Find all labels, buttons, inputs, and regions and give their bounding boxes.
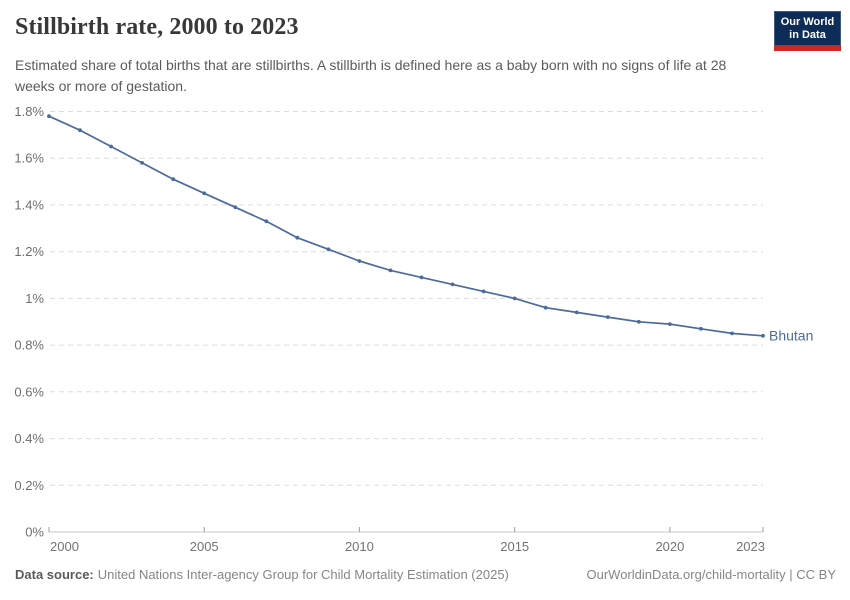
footer-credit: OurWorldinData.org/child-mortality | CC … — [586, 567, 836, 582]
data-point — [109, 144, 113, 149]
data-point — [202, 191, 207, 196]
series-line — [48, 115, 764, 337]
data-point — [264, 219, 269, 224]
data-point — [47, 114, 51, 119]
y-axis-tick-label: 0.8% — [14, 338, 44, 353]
data-point — [295, 235, 300, 240]
data-source-note: Data source: United Nations Inter-agency … — [15, 567, 509, 582]
y-axis-tick-label: 1.4% — [14, 197, 44, 212]
data-point — [140, 161, 145, 165]
data-point — [233, 205, 238, 210]
data-point — [668, 322, 672, 326]
y-axis-tick-label: 1.2% — [14, 244, 44, 259]
owid-url-link[interactable]: OurWorldinData.org/child-mortality — [586, 567, 786, 582]
license-text: | CC BY — [785, 567, 836, 582]
data-point — [512, 296, 517, 301]
data-source-text: United Nations Inter-agency Group for Ch… — [97, 567, 509, 582]
data-point — [543, 305, 548, 310]
owid-logo-line1: Our World — [780, 15, 835, 28]
data-point — [171, 177, 176, 182]
data-point — [730, 331, 734, 336]
owid-logo-red-strip — [774, 46, 841, 51]
y-axis-tick-label: 1% — [25, 291, 44, 306]
data-point — [605, 315, 610, 319]
y-axis-tick-label: 0% — [25, 525, 44, 540]
y-axis-tick-label: 1.6% — [14, 151, 44, 166]
x-axis-tick-label: 2010 — [345, 539, 374, 554]
owid-logo-box: Our World in Data — [774, 11, 841, 46]
y-axis-tick-label: 1.8% — [14, 104, 44, 119]
data-point — [326, 247, 331, 252]
data-point — [388, 268, 393, 273]
data-point — [574, 310, 579, 315]
series-end-label[interactable]: Bhutan — [769, 327, 813, 343]
y-axis-tick-label: 0.4% — [14, 431, 44, 446]
x-axis-tick-label: 2015 — [500, 539, 529, 554]
data-source-label: Data source: — [15, 567, 94, 582]
y-axis-tick-label: 0.6% — [14, 384, 44, 399]
data-point — [450, 282, 455, 287]
data-point — [357, 259, 362, 263]
data-point — [419, 275, 424, 280]
data-point — [699, 326, 703, 331]
chart-footer: Data source: United Nations Inter-agency … — [15, 567, 836, 582]
x-axis-tick-label: 2023 — [736, 539, 765, 554]
x-axis-tick-label: 2020 — [655, 539, 684, 554]
data-point — [636, 319, 641, 324]
data-point — [78, 128, 82, 133]
owid-logo[interactable]: Our World in Data — [774, 11, 841, 46]
data-point — [761, 333, 765, 338]
y-axis-tick-label: 0.2% — [14, 478, 44, 493]
data-point — [481, 289, 486, 294]
owid-logo-line2: in Data — [789, 28, 826, 41]
chart-subtitle: Estimated share of total births that are… — [15, 57, 727, 94]
x-axis-tick-label: 2005 — [190, 539, 219, 554]
chart-title: Stillbirth rate, 2000 to 2023 — [15, 14, 299, 40]
x-axis-tick-label: 2000 — [50, 539, 79, 554]
